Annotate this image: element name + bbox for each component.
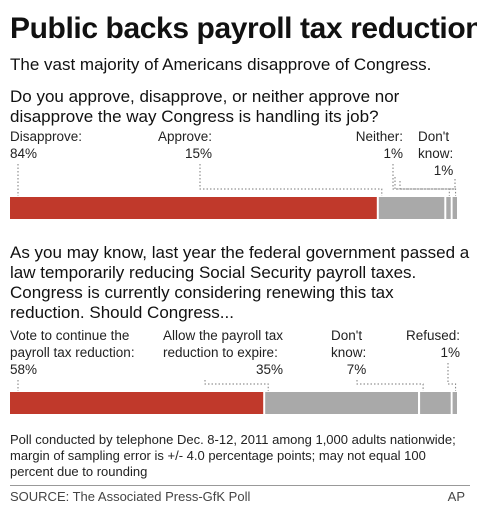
category-label-text: Don't [331, 328, 363, 343]
footnote: Poll conducted by telephone Dec. 8-12, 2… [10, 432, 456, 479]
value-label: 15% [185, 146, 213, 161]
question-1-text: Do you approve, disapprove, or neither a… [10, 87, 400, 126]
category-label-text: know: [418, 146, 454, 161]
category-label-text: payroll tax reduction: [10, 345, 135, 360]
category-label-2: Allow the payroll tax reduction to expire… [163, 327, 283, 378]
divider [10, 485, 470, 486]
bar-segment-2 [265, 392, 418, 414]
value-label: 58% [10, 362, 38, 377]
subtitle: The vast majority of Americans disapprov… [10, 55, 432, 74]
category-label-text: know: [331, 345, 367, 360]
value-label: 35% [256, 362, 284, 377]
bar-segment-4 [452, 392, 457, 414]
bar-segment-3 [446, 197, 451, 219]
category-label-3: Don't know: 7% [331, 327, 366, 378]
source-note: SOURCE: The Associated Press-GfK Poll [10, 489, 251, 504]
chart-1-approval [10, 164, 457, 219]
leader-line-2 [204, 380, 269, 391]
category-label-text: Allow the payroll tax [163, 328, 284, 343]
category-label-text: Approve: [158, 129, 213, 144]
category-label-text: reduction to expire: [163, 345, 278, 360]
leader-line-4 [447, 363, 457, 391]
question-2-text: As you may know, last year the federal g… [10, 243, 470, 322]
bar-segment-3 [420, 392, 451, 414]
bar-segment-1 [10, 392, 264, 414]
leader-bracket [394, 177, 456, 190]
value-label: 1% [433, 163, 454, 178]
category-label-1: Vote to continue the payroll tax reductio… [10, 327, 135, 378]
credit-ap: AP [447, 489, 465, 504]
value-label: 1% [383, 146, 403, 161]
value-label: 1% [440, 345, 460, 360]
category-label-4: Refused: 1% [406, 327, 460, 361]
category-label-text: Don't [418, 129, 450, 144]
category-label-text: Refused: [405, 328, 460, 343]
category-label-1: Disapprove: 84% [10, 128, 82, 162]
bar-segment-2 [378, 197, 445, 219]
bar-segment-1 [10, 197, 377, 219]
page-title: Public backs payroll tax reduction [10, 12, 477, 45]
category-label-text: Vote to continue the [10, 328, 130, 343]
leader-line-2 [199, 164, 383, 196]
leader-line-4 [399, 181, 457, 196]
leader-line-3 [356, 380, 424, 391]
bar-segment-4 [452, 197, 457, 219]
value-label: 7% [346, 362, 367, 377]
category-label-text: Disapprove: [10, 129, 83, 144]
category-label-4: Don't know: 1% [418, 128, 453, 179]
category-label-3: Neither: 1% [356, 128, 403, 162]
chart-2-payroll-tax [10, 363, 457, 414]
value-label: 84% [10, 146, 38, 161]
category-label-text: Neither: [355, 129, 403, 144]
category-label-2: Approve: 15% [158, 128, 212, 162]
